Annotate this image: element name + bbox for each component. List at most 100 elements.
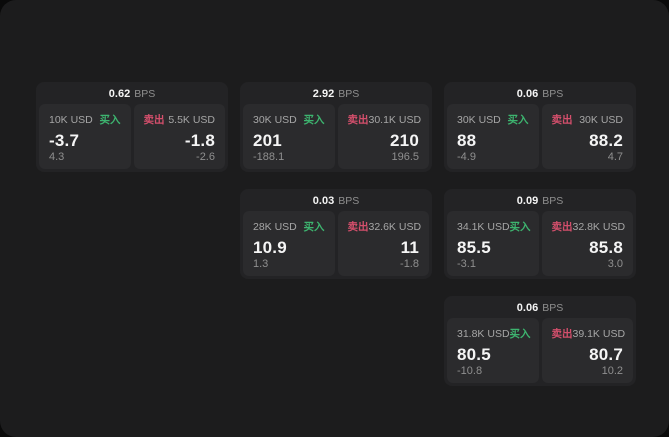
sell-top-row: 卖出 30K USD [552,112,624,127]
sell-side-label: 卖出 [347,221,369,233]
card-header: 0.09 BPS [447,192,633,211]
quote-panels: 30K USD 买入 201 -188.1 卖出 30.1K USD 210 1… [243,104,429,169]
buy-price: 201 [253,131,282,150]
sell-side-label: 卖出 [347,114,369,126]
card-header: 0.06 BPS [447,85,633,104]
bps-unit-label: BPS [338,88,360,100]
card-header: 0.62 BPS [39,85,225,104]
sell-side-label: 卖出 [143,114,165,126]
bps-unit-label: BPS [542,195,564,207]
sell-top-row: 卖出 32.8K USD [551,219,626,234]
card-header: 0.03 BPS [243,192,429,211]
bps-value: 0.06 [516,302,539,314]
buy-side-label: 买入 [303,114,325,126]
buy-size: 34.1K USD [457,221,510,233]
buy-sub-value: 1.3 [253,258,269,270]
buy-size: 31.8K USD [457,328,510,340]
buy-size: 30K USD [253,114,297,126]
quote-card: 2.92 BPS 30K USD 买入 201 -188.1 卖出 30.1K … [240,82,432,172]
quote-card: 0.06 BPS 31.8K USD 买入 80.5 -10.8 卖出 39.1… [444,296,636,386]
sell-side-label: 卖出 [551,114,573,126]
quote-card: 0.06 BPS 30K USD 买入 88 -4.9 卖出 30K USD 8… [444,82,636,172]
sell-size: 30K USD [579,114,623,126]
buy-sub-value: 4.3 [49,151,65,163]
sell-side-label: 卖出 [551,328,573,340]
buy-side-label: 买入 [507,114,529,126]
buy-sub-value: -10.8 [457,365,483,377]
buy-price: 85.5 [457,238,491,257]
quote-card: 0.03 BPS 28K USD 买入 10.9 1.3 卖出 32.6K US… [240,189,432,279]
sell-panel[interactable]: 卖出 32.8K USD 85.8 3.0 [541,211,633,276]
sell-size: 39.1K USD [572,328,626,340]
quote-grid: 0.62 BPS 10K USD 买入 -3.7 4.3 卖出 5.5K USD… [36,82,636,386]
sell-price: 11 [400,238,419,257]
quote-card: 0.62 BPS 10K USD 买入 -3.7 4.3 卖出 5.5K USD… [36,82,228,172]
sell-sub-value: 4.7 [607,151,623,163]
quote-panels: 30K USD 买入 88 -4.9 卖出 30K USD 88.2 4.7 [447,104,633,169]
sell-sub-value: 3.0 [607,258,623,270]
bps-unit-label: BPS [542,88,564,100]
sell-size: 5.5K USD [168,114,215,126]
bps-unit-label: BPS [134,88,156,100]
quote-panels: 28K USD 买入 10.9 1.3 卖出 32.6K USD 11 -1.8 [243,211,429,276]
sell-size: 32.8K USD [572,221,626,233]
sell-sub-value: -2.6 [196,151,215,163]
buy-top-row: 30K USD 买入 [253,112,325,127]
buy-panel[interactable]: 30K USD 买入 88 -4.9 [447,104,539,169]
sell-price: -1.8 [184,131,215,150]
buy-price: 88 [457,131,477,150]
sell-top-row: 卖出 5.5K USD [144,112,216,127]
buy-top-row: 34.1K USD 买入 [457,219,531,234]
sell-panel[interactable]: 卖出 39.1K USD 80.7 10.2 [541,318,633,383]
sell-top-row: 卖出 32.6K USD [347,219,422,234]
sell-top-row: 卖出 30.1K USD [347,112,422,127]
sell-panel[interactable]: 卖出 30.1K USD 210 196.5 [337,104,429,169]
buy-price: 10.9 [253,238,287,257]
buy-panel[interactable]: 30K USD 买入 201 -188.1 [243,104,335,169]
sell-side-label: 卖出 [551,221,573,233]
bps-value: 0.03 [312,195,335,207]
buy-price: 80.5 [457,345,491,364]
buy-side-label: 买入 [303,221,325,233]
quote-card: 0.09 BPS 34.1K USD 买入 85.5 -3.1 卖出 32.8K… [444,189,636,279]
sell-price: 80.7 [589,345,623,364]
sell-sub-value: 10.2 [601,365,623,377]
buy-panel[interactable]: 28K USD 买入 10.9 1.3 [243,211,335,276]
buy-size: 28K USD [253,221,297,233]
buy-price: -3.7 [49,131,80,150]
buy-top-row: 28K USD 买入 [253,219,325,234]
card-header: 2.92 BPS [243,85,429,104]
sell-sub-value: 196.5 [391,151,419,163]
sell-price: 88.2 [589,131,623,150]
card-header: 0.06 BPS [447,299,633,318]
buy-side-label: 买入 [509,328,531,340]
sell-size: 32.6K USD [368,221,422,233]
buy-panel[interactable]: 31.8K USD 买入 80.5 -10.8 [447,318,539,383]
buy-side-label: 买入 [509,221,531,233]
buy-side-label: 买入 [99,114,121,126]
buy-top-row: 30K USD 买入 [457,112,529,127]
sell-panel[interactable]: 卖出 30K USD 88.2 4.7 [541,104,633,169]
buy-sub-value: -3.1 [457,258,476,270]
buy-size: 30K USD [457,114,501,126]
sell-price: 85.8 [589,238,623,257]
bps-unit-label: BPS [338,195,360,207]
bps-value: 0.62 [108,88,131,100]
buy-panel[interactable]: 10K USD 买入 -3.7 4.3 [39,104,131,169]
sell-sub-value: -1.8 [400,258,419,270]
sell-panel[interactable]: 卖出 32.6K USD 11 -1.8 [337,211,429,276]
quote-panels: 34.1K USD 买入 85.5 -3.1 卖出 32.8K USD 85.8… [447,211,633,276]
quote-panels: 10K USD 买入 -3.7 4.3 卖出 5.5K USD -1.8 -2.… [39,104,225,169]
sell-panel[interactable]: 卖出 5.5K USD -1.8 -2.6 [133,104,225,169]
bps-value: 0.06 [516,88,539,100]
bps-value: 0.09 [516,195,539,207]
bps-unit-label: BPS [542,302,564,314]
sell-top-row: 卖出 39.1K USD [551,326,626,341]
quote-panels: 31.8K USD 买入 80.5 -10.8 卖出 39.1K USD 80.… [447,318,633,383]
sell-price: 210 [390,131,419,150]
buy-top-row: 10K USD 买入 [49,112,121,127]
buy-panel[interactable]: 34.1K USD 买入 85.5 -3.1 [447,211,539,276]
buy-top-row: 31.8K USD 买入 [457,326,531,341]
sell-size: 30.1K USD [368,114,422,126]
buy-sub-value: -188.1 [253,151,285,163]
